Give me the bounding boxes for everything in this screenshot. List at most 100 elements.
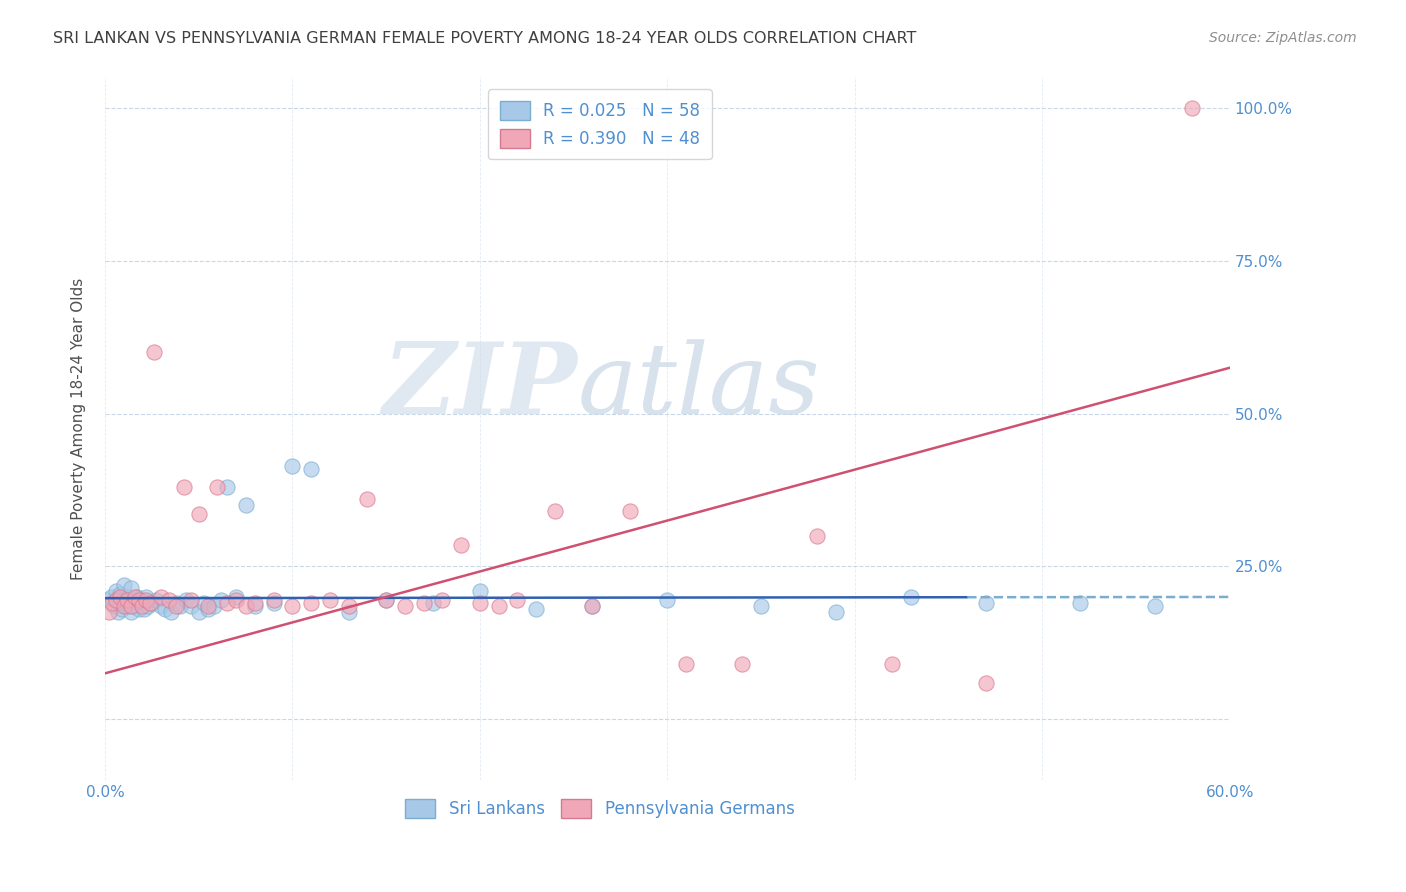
Point: [299, 461, 322, 475]
Point: [235, 599, 257, 613]
Text: Source: ZipAtlas.com: Source: ZipAtlas.com: [1209, 31, 1357, 45]
Point: [107, 605, 129, 619]
Point: [111, 602, 134, 616]
Point: [263, 596, 285, 610]
Point: [299, 596, 322, 610]
Text: atlas: atlas: [578, 339, 820, 434]
Point: [337, 605, 360, 619]
Point: [187, 605, 209, 619]
Point: [180, 599, 202, 613]
Point: [122, 599, 145, 613]
Point: [197, 599, 219, 613]
Point: [114, 599, 136, 613]
Point: [412, 596, 434, 610]
Point: [120, 605, 142, 619]
Point: [337, 599, 360, 613]
Point: [375, 593, 398, 607]
Point: [131, 599, 153, 613]
Point: [657, 593, 679, 607]
Point: [135, 590, 157, 604]
Point: [112, 578, 135, 592]
Text: SRI LANKAN VS PENNSYLVANIA GERMAN FEMALE POVERTY AMONG 18-24 YEAR OLDS CORRELATI: SRI LANKAN VS PENNSYLVANIA GERMAN FEMALE…: [53, 31, 917, 46]
Point: [675, 657, 697, 672]
Point: [157, 593, 180, 607]
Point: [120, 581, 142, 595]
Point: [153, 602, 176, 616]
Point: [749, 599, 772, 613]
Text: ZIP: ZIP: [382, 338, 578, 435]
Point: [422, 596, 444, 610]
Point: [243, 599, 266, 613]
Point: [900, 590, 922, 604]
Point: [187, 508, 209, 522]
Point: [432, 593, 454, 607]
Point: [488, 599, 510, 613]
Point: [209, 593, 232, 607]
Point: [1143, 599, 1166, 613]
Point: [581, 599, 603, 613]
Point: [165, 596, 187, 610]
Point: [97, 605, 120, 619]
Point: [124, 590, 146, 604]
Point: [120, 599, 142, 613]
Point: [145, 593, 167, 607]
Point: [524, 602, 547, 616]
Point: [243, 596, 266, 610]
Point: [117, 596, 139, 610]
Point: [235, 498, 257, 512]
Point: [974, 675, 997, 690]
Point: [124, 593, 146, 607]
Point: [117, 593, 139, 607]
Point: [1069, 596, 1091, 610]
Point: [131, 593, 153, 607]
Point: [215, 480, 238, 494]
Y-axis label: Female Poverty Among 18-24 Year Olds: Female Poverty Among 18-24 Year Olds: [72, 277, 86, 580]
Point: [128, 593, 150, 607]
Point: [100, 590, 122, 604]
Point: [1181, 101, 1204, 115]
Point: [96, 593, 118, 607]
Point: [129, 596, 152, 610]
Point: [806, 529, 828, 543]
Point: [202, 599, 225, 613]
Point: [101, 596, 124, 610]
Point: [263, 593, 285, 607]
Point: [150, 590, 173, 604]
Point: [103, 599, 125, 613]
Point: [197, 602, 219, 616]
Point: [125, 590, 148, 604]
Point: [619, 504, 641, 518]
Point: [112, 599, 135, 613]
Point: [135, 593, 157, 607]
Point: [974, 596, 997, 610]
Point: [108, 596, 131, 610]
Point: [394, 599, 416, 613]
Point: [281, 458, 304, 473]
Point: [356, 492, 378, 507]
Point: [180, 593, 202, 607]
Point: [225, 593, 247, 607]
Point: [319, 593, 342, 607]
Point: [193, 596, 215, 610]
Point: [165, 599, 187, 613]
Point: [450, 538, 472, 552]
Point: [581, 599, 603, 613]
Legend: Sri Lankans, Pennsylvania Germans: Sri Lankans, Pennsylvania Germans: [398, 792, 801, 825]
Point: [468, 596, 491, 610]
Point: [105, 583, 128, 598]
Point: [207, 480, 229, 494]
Point: [150, 599, 173, 613]
Point: [468, 583, 491, 598]
Point: [118, 590, 141, 604]
Point: [825, 605, 848, 619]
Point: [225, 590, 247, 604]
Point: [544, 504, 567, 518]
Point: [108, 587, 131, 601]
Point: [215, 596, 238, 610]
Point: [134, 602, 156, 616]
Point: [506, 593, 529, 607]
Point: [136, 599, 159, 613]
Point: [141, 596, 163, 610]
Point: [128, 602, 150, 616]
Point: [169, 599, 191, 613]
